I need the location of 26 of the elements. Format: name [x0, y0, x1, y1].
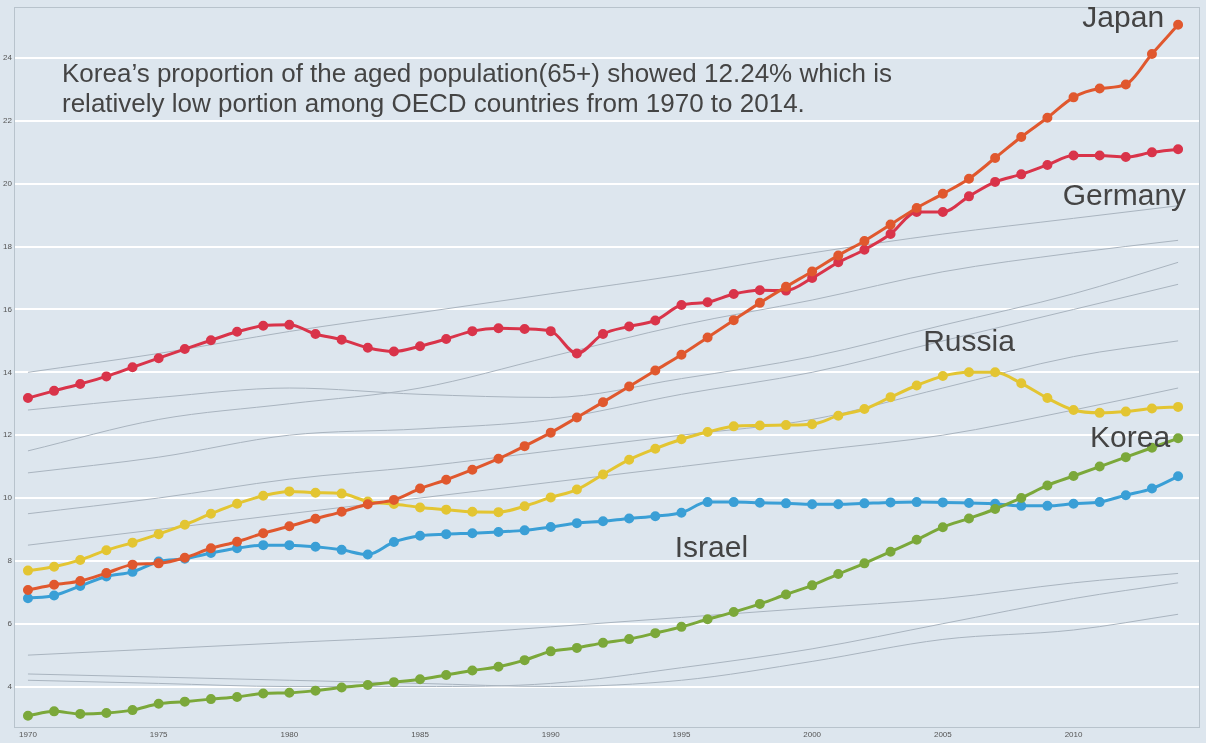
- y-tick-label: 20: [2, 178, 13, 188]
- x-tick-label: 2005: [933, 730, 953, 740]
- x-tick-label: 2000: [803, 730, 822, 740]
- x-tick-label: 1990: [541, 730, 561, 740]
- y-tick-label: 22: [2, 116, 13, 126]
- text: Korea’s proportion of the aged population(65+) showed 12.24% which is relatively low portion among OECD countries from 1970 to 2014.: [62, 58, 893, 118]
- y-tick-label: 24: [2, 53, 13, 63]
- x-tick-label: 1995: [672, 730, 691, 740]
- y-tick-label: 12: [2, 430, 13, 440]
- y-tick-label: 4: [7, 681, 13, 691]
- y-tick-label: 18: [2, 241, 13, 251]
- series-label: Korea: [1090, 419, 1171, 453]
- y-tick-label: 16: [2, 304, 13, 314]
- x-tick-label: 1970: [19, 730, 38, 740]
- series-label: Germany: [1062, 178, 1187, 212]
- x-tick-label: 1975: [149, 730, 169, 740]
- x-tick-label: 1985: [411, 730, 430, 740]
- y-tick-label: 6: [7, 618, 13, 628]
- series-label: Israel: [674, 530, 749, 564]
- x-tick-label: 1980: [280, 730, 299, 740]
- series-label: Russia: [923, 323, 1016, 357]
- x-tick-label: 2010: [1064, 730, 1083, 740]
- y-tick-label: 10: [2, 493, 13, 503]
- series-label: Japan: [1082, 0, 1165, 34]
- y-tick-label: 8: [7, 556, 13, 566]
- y-tick-label: 14: [2, 367, 13, 377]
